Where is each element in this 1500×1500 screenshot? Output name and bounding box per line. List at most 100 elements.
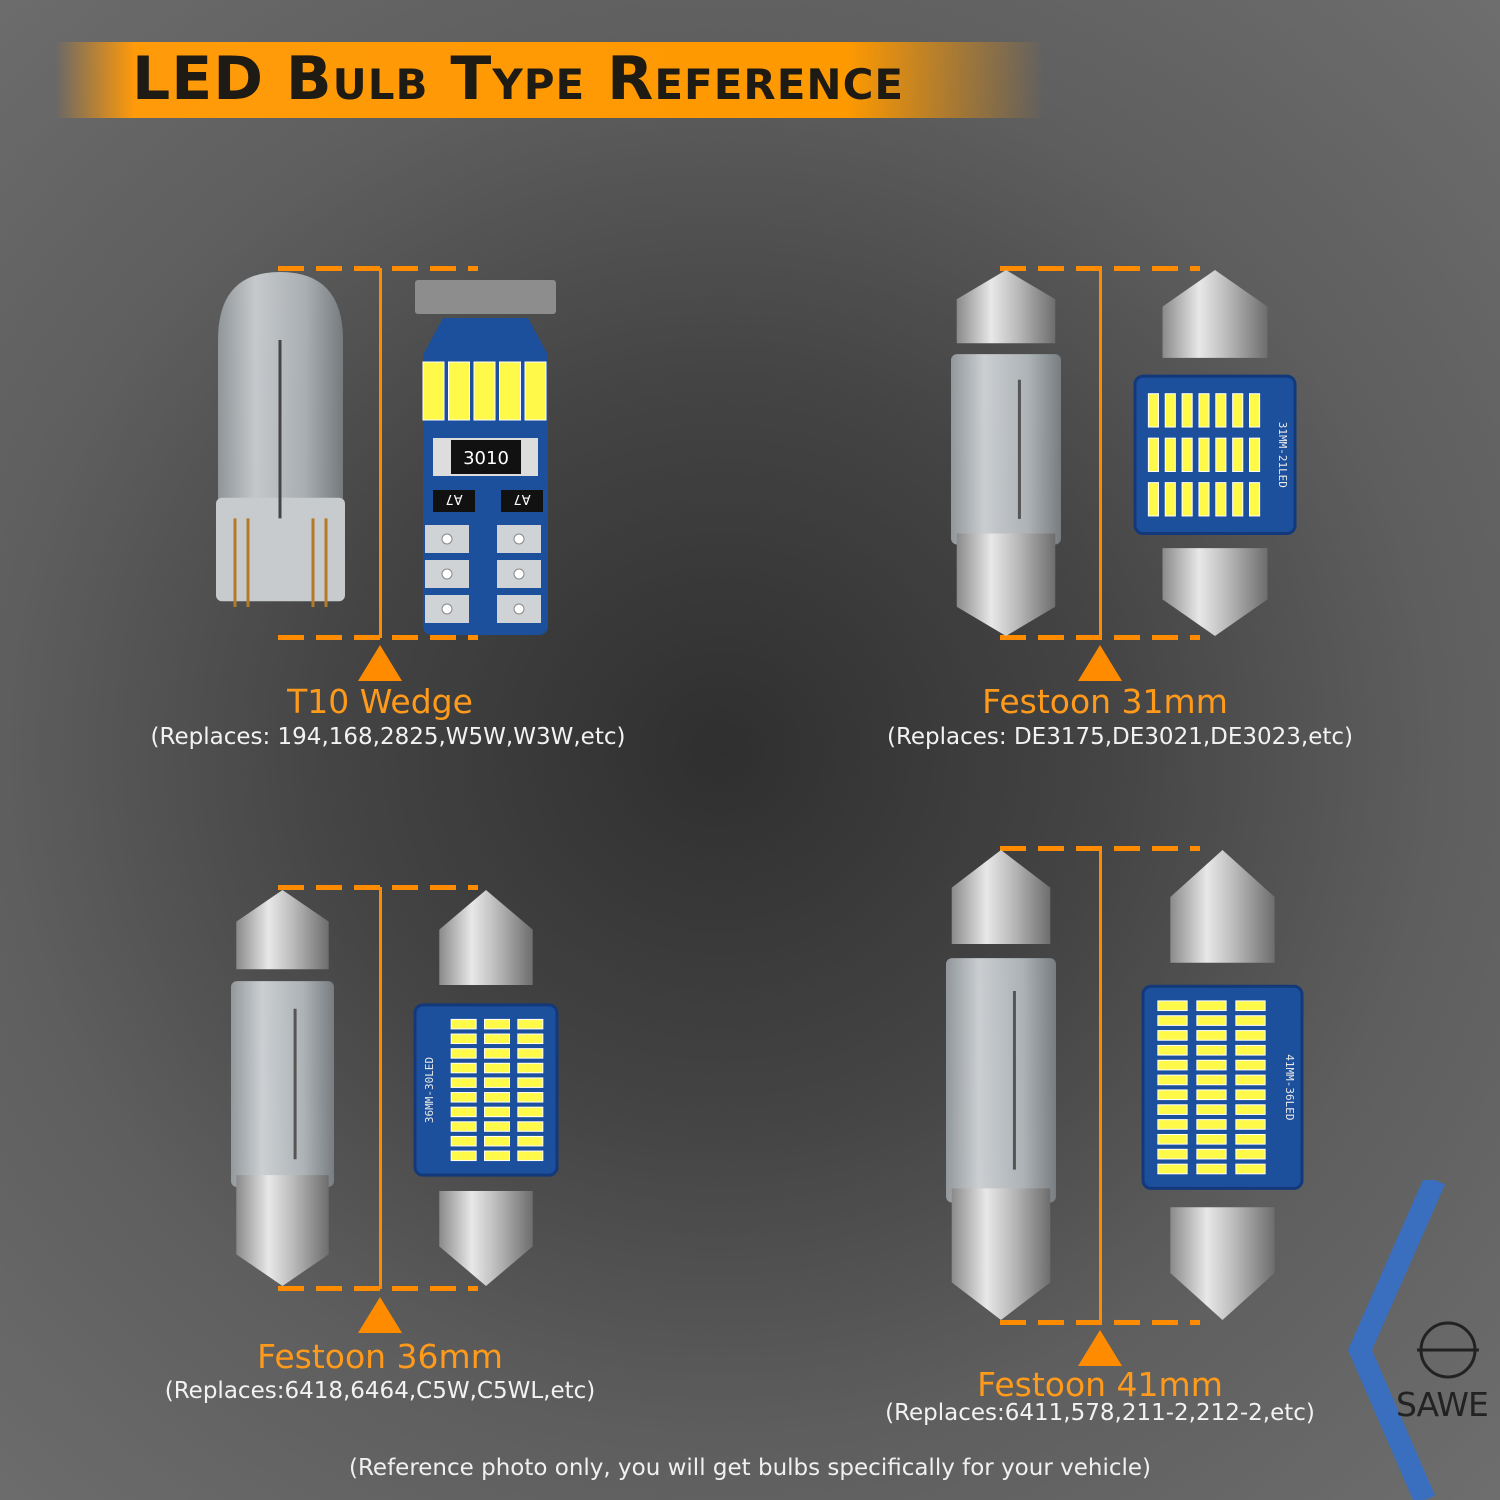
led-chip [1198, 482, 1210, 517]
halogen-festoon-bulb [945, 850, 1057, 1320]
led-chip [1157, 1015, 1188, 1026]
led-chip [517, 1150, 544, 1162]
led-chip [1196, 1119, 1227, 1130]
led-chip [450, 1135, 477, 1147]
led-chip [484, 1018, 510, 1030]
led-chip [1147, 437, 1159, 473]
led-chip [1235, 1104, 1266, 1115]
diode-label: A7 [513, 491, 530, 506]
led-chip [1235, 1163, 1266, 1175]
led-festoon-bulb: 36MM-30LED [413, 890, 559, 1286]
led-chip [450, 1106, 477, 1118]
led-chip [1215, 437, 1227, 473]
led-chip [422, 361, 445, 421]
led-chip [1215, 393, 1227, 428]
end-cap-top [951, 850, 1051, 944]
led-chip [1196, 1104, 1227, 1115]
led-chip [1181, 482, 1193, 517]
led-chip [517, 1106, 544, 1118]
bulb-replaces: (Replaces: 194,168,2825,W5W,W3W,etc) [150, 724, 626, 750]
led-chip [1147, 393, 1159, 428]
dimension-line [1099, 268, 1102, 638]
pcb-board [1133, 374, 1297, 536]
led-chip [484, 1135, 510, 1147]
led-chip [1196, 1059, 1227, 1071]
led-chip [1157, 1059, 1188, 1071]
led-chip [1215, 482, 1227, 517]
led-chip [517, 1135, 544, 1147]
led-festoon-bulb: 41MM-36LED [1141, 850, 1304, 1320]
led-chip [450, 1092, 477, 1103]
board-label: 31MM-21LED [1276, 422, 1289, 488]
glass-body [946, 958, 1056, 1203]
pointer-triangle-icon [358, 1297, 402, 1333]
end-cap-top [439, 890, 533, 986]
bulb-replaces: (Replaces:6418,6464,C5W,C5WL,etc) [164, 1378, 596, 1404]
led-chip [1235, 1148, 1266, 1160]
led-chip [450, 1077, 477, 1088]
led-chip [484, 1106, 510, 1118]
led-chip [1249, 437, 1261, 473]
glass-body [231, 981, 334, 1187]
led-chip [1235, 1059, 1266, 1071]
led-chip [1196, 1044, 1227, 1056]
end-cap-top [1170, 850, 1275, 963]
logo-stripe [1347, 1175, 1446, 1500]
end-cap-bottom [956, 533, 1056, 636]
led-chip [1157, 1119, 1188, 1130]
bulb-name: T10 Wedge [287, 682, 473, 721]
bulb-name: Festoon 41mm [977, 1365, 1223, 1404]
led-festoon-bulb: 31MM-21LED [1133, 270, 1297, 636]
led-chip [1249, 482, 1261, 517]
dimension-dash-top [278, 266, 478, 271]
led-chip [1235, 1133, 1266, 1145]
end-cap-bottom [1170, 1207, 1275, 1320]
led-chip [484, 1121, 510, 1132]
bulb-name: Festoon 36mm [257, 1337, 503, 1376]
end-cap-bottom [1162, 548, 1268, 636]
halogen-wedge-bulb [213, 270, 348, 615]
dimension-line [1099, 848, 1102, 1323]
led-chip [1232, 393, 1244, 428]
diode-label: A7 [445, 491, 462, 506]
glass-body [951, 354, 1061, 545]
led-chip [517, 1018, 544, 1030]
led-chip [1232, 437, 1244, 473]
board-label: 36MM-30LED [423, 1057, 436, 1123]
led-chip [450, 1048, 477, 1059]
led-chip [1164, 482, 1176, 517]
disclaimer-note: (Reference photo only, you will get bulb… [349, 1455, 1151, 1481]
led-chip [499, 361, 521, 421]
t10-led-bulb: 3010 A7 A7 [413, 270, 558, 637]
led-chip [1235, 1030, 1266, 1041]
dimension-dash-top [278, 885, 478, 890]
led-chip [517, 1033, 544, 1045]
dimension-line [379, 887, 382, 1289]
dimension-dash-bottom [278, 635, 478, 640]
led-chip [1232, 482, 1244, 517]
led-chip [1235, 1044, 1266, 1056]
led-chip [1198, 437, 1210, 473]
led-chip [484, 1033, 510, 1045]
pointer-triangle-icon [1078, 645, 1122, 681]
led-chip [1157, 1104, 1188, 1115]
led-chip [1196, 1074, 1227, 1086]
led-chip [517, 1121, 544, 1132]
bulb-replaces: (Replaces: DE3175,DE3021,DE3023,etc) [886, 724, 1354, 750]
title-banner [55, 42, 1045, 118]
led-chip [484, 1077, 510, 1088]
led-chip [1181, 437, 1193, 473]
led-chip [1196, 1148, 1227, 1160]
halogen-festoon-bulb [950, 270, 1062, 636]
end-cap-top [236, 890, 329, 970]
led-chip [450, 1150, 477, 1162]
led-chip [1181, 393, 1193, 428]
top-cap [415, 280, 556, 314]
led-chip [1164, 393, 1176, 428]
led-chip [517, 1048, 544, 1059]
led-chip [1157, 1044, 1188, 1056]
led-chip [1196, 1089, 1227, 1101]
led-chip [1235, 1089, 1266, 1101]
led-chip [450, 1062, 477, 1074]
led-chip [524, 361, 547, 421]
